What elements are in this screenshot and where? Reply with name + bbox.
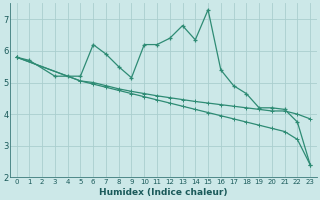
X-axis label: Humidex (Indice chaleur): Humidex (Indice chaleur) (99, 188, 228, 197)
